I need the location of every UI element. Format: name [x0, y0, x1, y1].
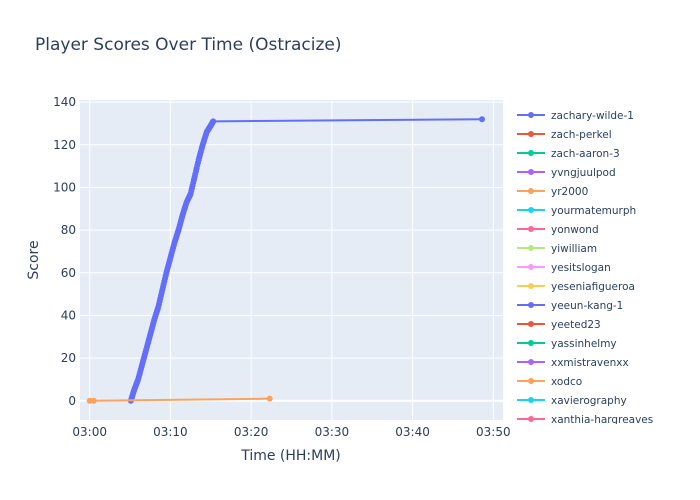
y-axis-title: Score	[26, 240, 42, 279]
x-tick-label: 03:10	[153, 425, 188, 439]
legend-swatch-marker	[528, 169, 534, 175]
legend-swatch-marker	[528, 150, 534, 156]
legend-item[interactable]: yassinhelmy	[517, 338, 617, 350]
tick-labels: 0 20 40 60 80 100 120 140 03:00 03:10 03:20 03:30 03…	[53, 95, 511, 439]
x-tick-label: 03:00	[72, 425, 107, 439]
legend-label: yeseniafigueroa	[551, 281, 635, 293]
y-tick-label: 0	[68, 394, 76, 408]
x-tick-label: 03:20	[234, 425, 269, 439]
y-tick-label: 100	[53, 180, 76, 194]
grid-lines	[80, 100, 503, 420]
legend-label: xodco	[551, 376, 582, 388]
y-tick-label: 140	[53, 95, 76, 109]
legend-swatch-marker	[528, 359, 534, 365]
legend-item[interactable]: xodco	[517, 376, 582, 388]
legend-item[interactable]: yeeun-kang-1	[517, 300, 623, 312]
legend-swatch-marker	[528, 264, 534, 270]
legend-label: yvngjuulpod	[551, 167, 616, 179]
legend-swatch-marker	[528, 131, 534, 137]
legend-swatch-marker	[528, 302, 534, 308]
legend-swatch-marker	[528, 340, 534, 346]
legend-swatch-marker	[528, 207, 534, 213]
x-tick-label: 03:30	[315, 425, 350, 439]
legend-swatch-marker	[528, 245, 534, 251]
legend-swatch-marker	[528, 321, 534, 327]
legend-item[interactable]: yourmatemurph	[517, 205, 636, 217]
x-tick-label: 03:40	[395, 425, 430, 439]
legend-item[interactable]: yesitslogan	[517, 262, 611, 274]
chart-title: Player Scores Over Time (Ostracize)	[35, 35, 342, 55]
y-tick-label: 40	[61, 308, 76, 322]
legend-swatch-marker	[528, 416, 534, 422]
legend-item[interactable]: yr2000	[517, 186, 588, 198]
y-tick-label: 80	[61, 223, 76, 237]
legend-swatch-marker	[528, 378, 534, 384]
legend-label: yeeted23	[551, 319, 601, 331]
x-tick-label: 03:50	[476, 425, 511, 439]
data-point[interactable]	[266, 395, 273, 402]
legend-swatch-marker	[528, 188, 534, 194]
legend-item[interactable]: yeseniafigueroa	[517, 281, 635, 293]
legend-label: yesitslogan	[551, 262, 611, 274]
legend-swatch-marker	[528, 283, 534, 289]
legend-item[interactable]: yvngjuulpod	[517, 167, 616, 179]
legend-label: yr2000	[551, 186, 588, 198]
series-layer	[86, 116, 486, 404]
x-axis-title: Time (HH:MM)	[240, 448, 341, 464]
legend-label: yiwilliam	[551, 243, 597, 255]
legend-swatch-marker	[528, 397, 534, 403]
legend-label: yourmatemurph	[551, 205, 636, 217]
legend-swatch-marker	[528, 112, 534, 118]
legend-item[interactable]: yeeted23	[517, 319, 601, 331]
legend[interactable]: zachary-wilde-1 zach-perkel zach-aaron-3 yv…	[517, 110, 653, 426]
legend-item[interactable]: zach-aaron-3	[517, 148, 620, 160]
legend-item[interactable]: zachary-wilde-1	[517, 110, 634, 122]
legend-label: yassinhelmy	[551, 338, 617, 350]
plot-area	[80, 100, 503, 420]
legend-label: zach-perkel	[551, 129, 612, 141]
y-tick-label: 60	[61, 266, 76, 280]
legend-item[interactable]: xxmistravenxx	[517, 357, 629, 369]
data-point[interactable]	[90, 397, 97, 404]
legend-label: xavierography	[551, 395, 627, 407]
legend-item[interactable]: xavierography	[517, 395, 627, 407]
y-tick-label: 120	[53, 138, 76, 152]
legend-label: yeeun-kang-1	[551, 300, 623, 312]
legend-swatch-marker	[528, 226, 534, 232]
y-tick-label: 20	[61, 351, 76, 365]
data-point[interactable]	[479, 116, 486, 123]
legend-item[interactable]: zach-perkel	[517, 129, 612, 141]
legend-label: zach-aaron-3	[551, 148, 620, 160]
legend-item[interactable]: yonwond	[517, 224, 599, 236]
legend-label: xanthia-hargreaves	[551, 414, 653, 426]
legend-item[interactable]: yiwilliam	[517, 243, 597, 255]
legend-label: zachary-wilde-1	[551, 110, 634, 122]
legend-label: xxmistravenxx	[551, 357, 629, 369]
legend-item[interactable]: xanthia-hargreaves	[517, 414, 653, 426]
data-point[interactable]	[210, 118, 217, 125]
legend-label: yonwond	[551, 224, 599, 236]
